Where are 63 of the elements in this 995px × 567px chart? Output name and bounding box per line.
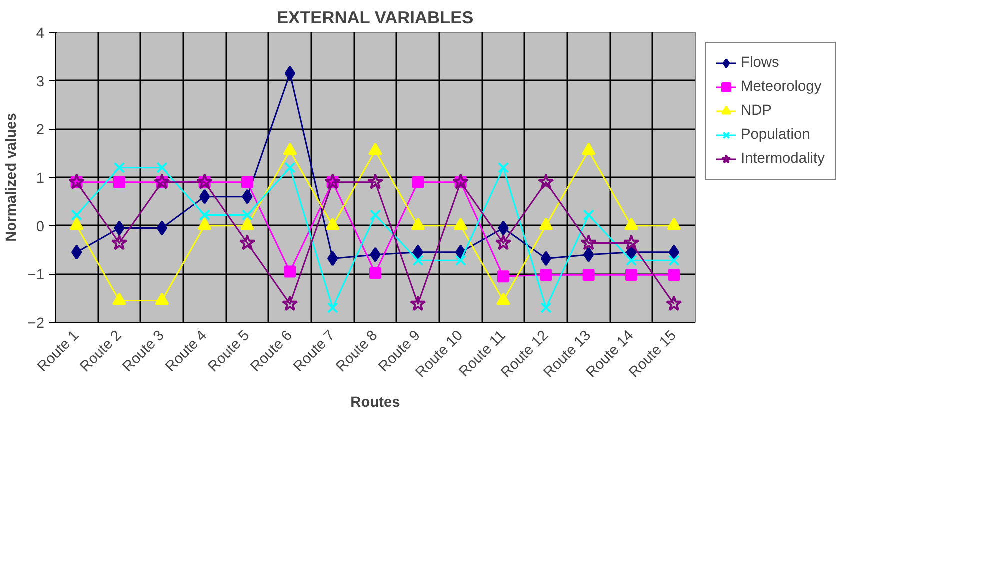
- point: [412, 244, 424, 260]
- point: [71, 210, 82, 221]
- y-tick-label: 1: [36, 171, 45, 187]
- point: [284, 162, 296, 174]
- point: [72, 244, 82, 260]
- point: [623, 234, 640, 250]
- point: [666, 296, 682, 312]
- point: [540, 269, 552, 282]
- point: [580, 234, 597, 250]
- point: [284, 66, 296, 82]
- point: [498, 270, 510, 283]
- point: [239, 234, 256, 250]
- point: [370, 247, 381, 262]
- point: [114, 176, 126, 188]
- point: [156, 220, 168, 236]
- point: [583, 210, 594, 221]
- y-tick-label: −2: [28, 316, 45, 332]
- y-axis-title: Normalized values: [4, 113, 20, 242]
- point: [199, 210, 210, 221]
- y-tick-label: 0: [36, 219, 45, 236]
- point: [370, 210, 382, 221]
- point: [584, 247, 594, 262]
- point: [282, 296, 298, 312]
- legend-label: Population: [741, 127, 810, 143]
- point: [498, 220, 509, 236]
- point: [114, 220, 125, 236]
- y-tick-label: 2: [36, 122, 45, 139]
- point: [626, 255, 638, 266]
- point: [200, 189, 210, 204]
- y-tick-label: 3: [36, 74, 45, 90]
- point: [668, 269, 680, 282]
- legend-label: Meteorology: [741, 79, 822, 95]
- point: [668, 255, 680, 266]
- point: [370, 267, 382, 280]
- point: [284, 266, 296, 278]
- point: [410, 296, 426, 312]
- point: [367, 174, 384, 190]
- x-axis-title: Routes: [350, 394, 400, 411]
- point: [540, 302, 552, 314]
- point: [412, 255, 424, 266]
- point: [327, 302, 338, 314]
- point: [582, 269, 595, 282]
- point: [156, 162, 168, 174]
- y-tick-label: −1: [28, 268, 45, 284]
- point: [328, 251, 338, 266]
- point: [412, 176, 424, 188]
- point: [538, 174, 554, 190]
- legend-label: NDP: [741, 103, 772, 119]
- point: [111, 234, 128, 250]
- legend-label: Intermodality: [741, 151, 825, 167]
- point: [495, 234, 512, 250]
- point: [242, 189, 253, 204]
- point: [540, 251, 552, 266]
- point: [455, 255, 466, 266]
- point: [498, 162, 510, 174]
- point: [668, 244, 680, 260]
- point: [242, 210, 254, 221]
- point: [114, 162, 126, 174]
- point: [242, 176, 254, 188]
- chart-title: EXTERNAL VARIABLES: [276, 8, 474, 28]
- y-tick-label: 4: [36, 26, 45, 42]
- point: [626, 269, 638, 282]
- legend-label: Flows: [741, 55, 780, 71]
